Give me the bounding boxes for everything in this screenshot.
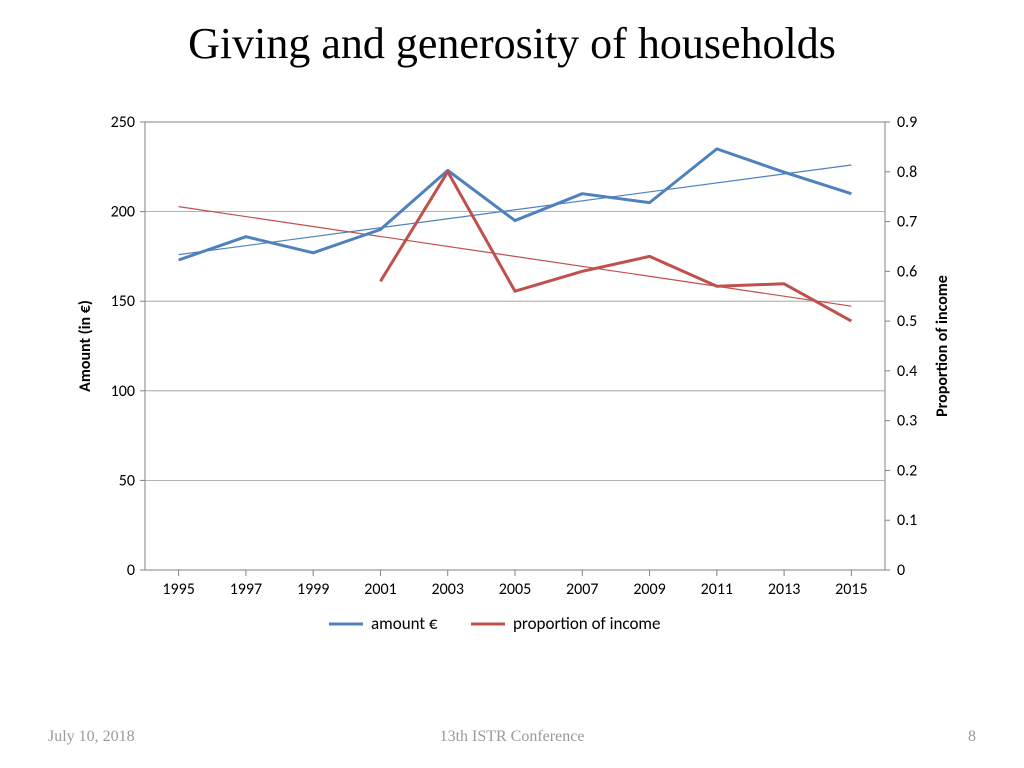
footer-venue: 13th ISTR Conference xyxy=(0,728,1024,746)
svg-text:2003: 2003 xyxy=(432,580,464,599)
svg-text:2011: 2011 xyxy=(701,580,733,599)
svg-text:0.5: 0.5 xyxy=(897,312,917,331)
chart-container: 0 50 100 150 200 250 0 0.1 0.2 0.3 0.4 0.5 0.6 0.7 0.8… xyxy=(60,110,970,670)
svg-text:Proportion of income: Proportion of income xyxy=(933,275,952,417)
svg-text:2007: 2007 xyxy=(566,580,598,599)
svg-text:1995: 1995 xyxy=(162,580,194,599)
svg-text:proportion of income: proportion of income xyxy=(513,613,660,634)
svg-text:0.9: 0.9 xyxy=(897,113,917,132)
svg-text:2005: 2005 xyxy=(499,580,531,599)
svg-text:0.1: 0.1 xyxy=(897,511,917,530)
svg-text:Amount (in €): Amount (in €) xyxy=(76,300,95,392)
svg-text:0.4: 0.4 xyxy=(897,362,917,381)
svg-text:0: 0 xyxy=(127,561,135,580)
svg-text:100: 100 xyxy=(111,382,135,401)
svg-text:150: 150 xyxy=(111,292,135,311)
svg-text:amount €: amount € xyxy=(371,613,438,634)
svg-text:1997: 1997 xyxy=(230,580,262,599)
svg-text:0.6: 0.6 xyxy=(897,262,917,281)
svg-text:0.7: 0.7 xyxy=(897,213,917,232)
svg-text:2009: 2009 xyxy=(633,580,665,599)
svg-text:250: 250 xyxy=(111,113,135,132)
svg-text:50: 50 xyxy=(119,471,135,490)
svg-text:0.2: 0.2 xyxy=(897,461,917,480)
svg-text:0.3: 0.3 xyxy=(897,412,917,431)
page-title: Giving and generosity of households xyxy=(0,18,1024,69)
svg-text:0: 0 xyxy=(897,561,905,580)
footer-page: 8 xyxy=(968,728,976,746)
svg-text:1999: 1999 xyxy=(297,580,329,599)
svg-text:200: 200 xyxy=(111,203,135,222)
svg-text:2013: 2013 xyxy=(768,580,800,599)
svg-text:2001: 2001 xyxy=(364,580,396,599)
svg-text:2015: 2015 xyxy=(835,580,867,599)
svg-text:0.8: 0.8 xyxy=(897,163,917,182)
